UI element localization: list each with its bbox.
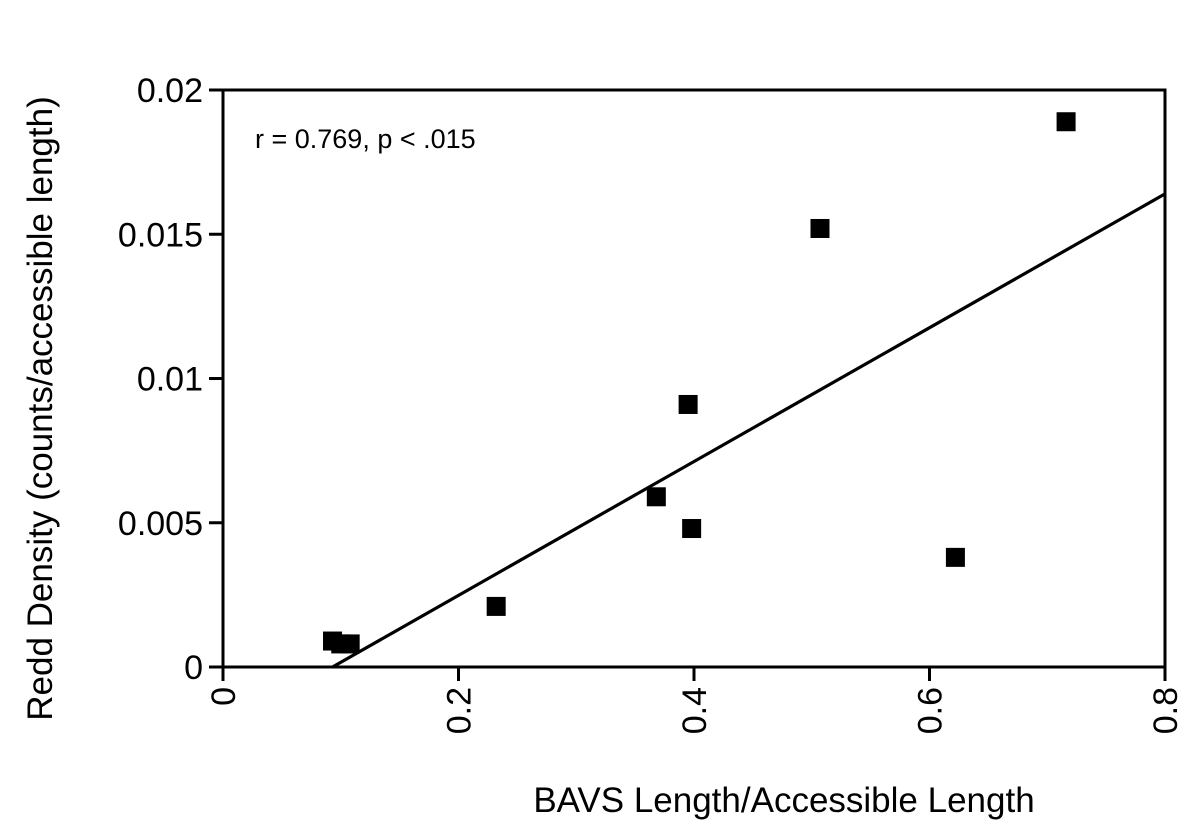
y-tick-label: 0.005 xyxy=(118,505,203,543)
x-axis-ticks: 0 0.2 0.4 0.6 0.8 xyxy=(205,667,1185,734)
data-point xyxy=(810,218,830,238)
x-tick-label: 0.8 xyxy=(1147,687,1185,734)
x-tick-label: 0.6 xyxy=(912,687,950,734)
x-tick-label: 0 xyxy=(205,687,243,706)
data-points xyxy=(323,112,1076,654)
y-tick-label: 0.01 xyxy=(137,361,203,399)
data-point xyxy=(678,394,698,414)
y-tick-label: 0.02 xyxy=(137,72,203,110)
correlation-annotation: r = 0.769, p < .015 xyxy=(255,124,476,154)
y-axis-title: Redd Density (counts/accessible length) xyxy=(21,96,60,720)
data-point xyxy=(682,519,702,539)
y-axis-ticks: 0 0.005 0.01 0.015 0.02 xyxy=(118,72,223,687)
data-point xyxy=(646,487,666,507)
data-point xyxy=(486,596,506,616)
y-tick-label: 0.015 xyxy=(118,216,203,254)
x-tick-label: 0.2 xyxy=(441,687,479,734)
y-tick-label: 0 xyxy=(184,649,203,687)
x-tick-label: 0.4 xyxy=(676,687,714,734)
data-point xyxy=(340,634,360,654)
trend-line xyxy=(331,192,1166,669)
data-point xyxy=(1056,112,1076,132)
data-point xyxy=(945,547,965,567)
x-axis-title: BAVS Length/Accessible Length xyxy=(533,781,1034,820)
plot-frame xyxy=(221,88,1167,669)
